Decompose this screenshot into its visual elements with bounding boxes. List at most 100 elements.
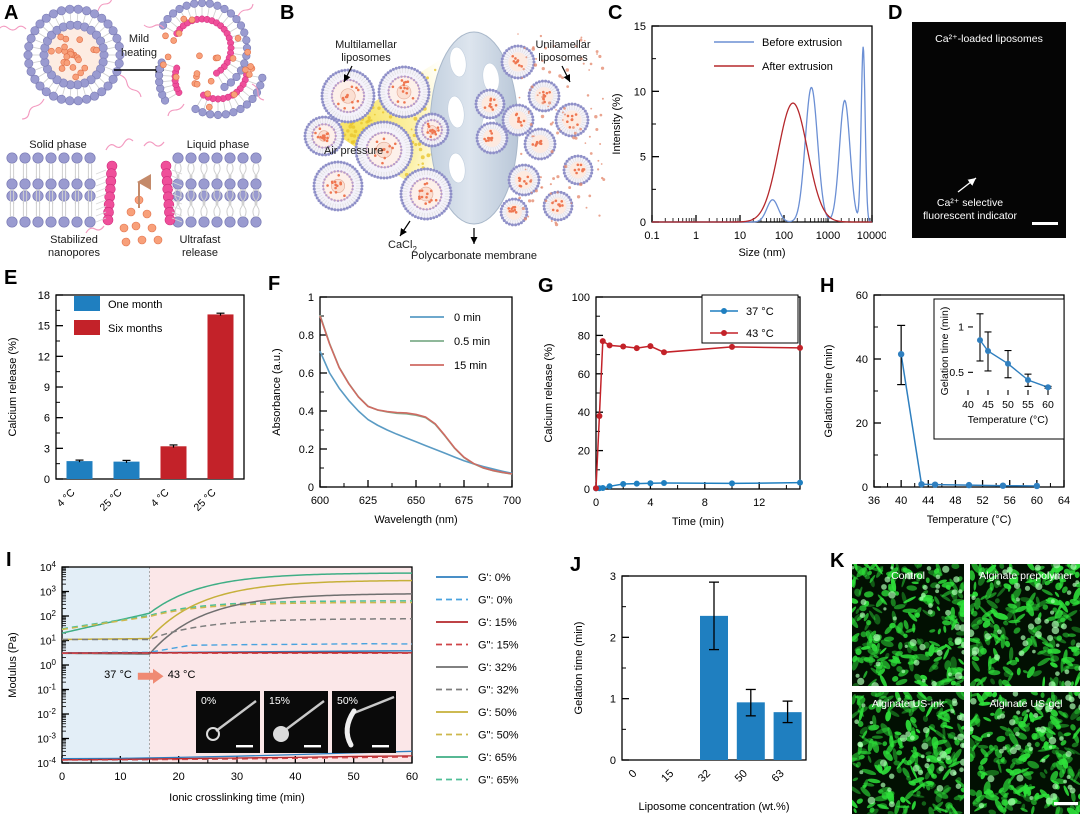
- panel-g: G 0 20 40 60 80 100 0 4 8 12 Time (min) Calcium rel…: [534, 265, 816, 545]
- svg-text:After extrusion: After extrusion: [762, 61, 833, 73]
- svg-text:700: 700: [503, 495, 521, 507]
- svg-text:100: 100: [572, 292, 590, 304]
- panel-d-label: D: [888, 2, 903, 24]
- svg-text:102: 102: [40, 609, 57, 623]
- svg-text:Before extrusion: Before extrusion: [762, 37, 842, 49]
- svg-text:15 min: 15 min: [454, 360, 487, 372]
- svg-text:3: 3: [610, 571, 616, 583]
- svg-text:40: 40: [578, 407, 590, 419]
- svg-text:43 °C: 43 °C: [168, 669, 196, 681]
- svg-text:100: 100: [40, 658, 57, 672]
- bar: [113, 461, 140, 479]
- svg-text:G': 65%: G': 65%: [478, 752, 517, 764]
- svg-text:G': 15%: G': 15%: [478, 617, 517, 629]
- panel-i-chart: 104 103 102 101 100 10-1 10-2 10-3 10-40 10 20 30 40…: [7, 560, 519, 804]
- svg-text:80: 80: [578, 330, 590, 342]
- svg-text:1: 1: [958, 321, 964, 333]
- svg-text:650: 650: [407, 495, 425, 507]
- panel-k-tile-label: Alginate prepolymer: [979, 570, 1073, 582]
- cacl2-arrow: [399, 220, 411, 237]
- svg-text:50%: 50%: [337, 695, 358, 707]
- svg-text:25 °C: 25 °C: [97, 486, 124, 513]
- svg-text:Gelation time (min): Gelation time (min): [573, 622, 585, 715]
- panel-k-tile-label: Control: [891, 570, 925, 582]
- panel-h: H 0 20 40 60 36 40 44 48 52 56 60 64 Temperature (°C…: [816, 265, 1080, 545]
- liposome-ruptured: [143, 0, 267, 120]
- svg-text:10000: 10000: [857, 230, 886, 242]
- panel-c: C 0 5 10 15 0.1 1 10 100 1000 10000 Size (nm) Inten…: [606, 0, 886, 262]
- svg-text:10-2: 10-2: [37, 707, 56, 721]
- panel-f: F 0 0.2 0.4 0.6 0.8 1 600 625 650 675 700 Wavelengt…: [262, 265, 534, 545]
- svg-text:8: 8: [702, 497, 708, 509]
- panel-a-label: A: [4, 2, 19, 24]
- svg-text:63: 63: [770, 768, 787, 785]
- panel-b-schematic: Multilamellar liposomes Unilamellar lipo…: [303, 31, 606, 262]
- svg-text:0.2: 0.2: [299, 444, 314, 456]
- svg-text:64: 64: [1058, 495, 1070, 507]
- panel-d-annotation-line2: fluorescent indicator: [923, 210, 1017, 222]
- svg-text:5: 5: [640, 152, 646, 164]
- svg-text:0: 0: [593, 497, 599, 509]
- svg-text:1: 1: [610, 694, 616, 706]
- svg-text:60: 60: [1031, 495, 1043, 507]
- svg-text:Intensity (%): Intensity (%): [611, 93, 623, 154]
- svg-text:0.5 min: 0.5 min: [454, 336, 490, 348]
- svg-text:48: 48: [949, 495, 961, 507]
- svg-text:18: 18: [38, 290, 50, 302]
- svg-text:1000: 1000: [816, 230, 840, 242]
- svg-text:15: 15: [634, 21, 646, 33]
- svg-text:60: 60: [406, 771, 418, 783]
- svg-text:20: 20: [578, 446, 590, 458]
- svg-text:60: 60: [856, 290, 868, 302]
- svg-text:3: 3: [44, 443, 50, 455]
- svg-text:Temperature (°C): Temperature (°C): [968, 414, 1049, 426]
- svg-text:0: 0: [59, 771, 65, 783]
- svg-text:10-1: 10-1: [37, 683, 56, 697]
- svg-text:G': 0%: G': 0%: [478, 572, 511, 584]
- panel-k-tile: Control: [852, 564, 964, 686]
- svg-text:56: 56: [1004, 495, 1016, 507]
- panel-a-schematic: Mild heating Solid phase Liquid phase St…: [0, 0, 267, 259]
- svg-text:10-4: 10-4: [37, 756, 56, 770]
- svg-text:G": 15%: G": 15%: [478, 640, 519, 652]
- panel-k-micrographs: Control Alginate prepolymer Alginate US-in…: [852, 564, 1080, 814]
- panel-k-tile: Alginate US-gel: [970, 692, 1080, 814]
- svg-text:4 °C: 4 °C: [149, 486, 172, 509]
- svg-text:20: 20: [173, 771, 185, 783]
- svg-text:Six months: Six months: [108, 323, 163, 335]
- panel-d-background: [912, 22, 1066, 238]
- svg-text:Temperature (°C): Temperature (°C): [927, 514, 1011, 526]
- panel-i-label: I: [6, 549, 12, 571]
- liquid-phase-label: Liquid phase: [187, 139, 249, 151]
- svg-text:100: 100: [775, 230, 793, 242]
- svg-text:Ionic crosslinking time (min): Ionic crosslinking time (min): [169, 792, 305, 804]
- panel-j: J 0 1 2 3 Gelation time (min) 0 15 32 50 63 Liposo…: [566, 552, 828, 821]
- svg-text:10: 10: [634, 86, 646, 98]
- svg-text:10-3: 10-3: [37, 732, 56, 746]
- svg-text:600: 600: [311, 495, 329, 507]
- polycarbonate-membrane-label: Polycarbonate membrane: [411, 250, 537, 262]
- svg-text:One month: One month: [108, 299, 162, 311]
- panel-a-arrow-label-line1: Mild: [129, 33, 149, 45]
- svg-text:4 °C: 4 °C: [55, 486, 78, 509]
- svg-text:1: 1: [693, 230, 699, 242]
- panel-c-chart: 0 5 10 15 0.1 1 10 100 1000 10000 Size (nm) Intensi…: [611, 21, 886, 259]
- svg-text:2: 2: [610, 632, 616, 644]
- panel-e-chart: 0 3 6 9 12 15 18 Calcium release (%) 4 °C 25 °C 4 …: [7, 290, 245, 514]
- panel-e: E 0 3 6 9 12 15 18 Calcium release (%) 4 °C 25 °C…: [0, 265, 262, 545]
- svg-text:0%: 0%: [201, 695, 216, 707]
- svg-text:0.4: 0.4: [299, 406, 314, 418]
- stabilized-nanopores-line2: nanopores: [48, 247, 100, 259]
- svg-text:Gelation time (min): Gelation time (min): [939, 307, 951, 396]
- panel-h-label: H: [820, 275, 835, 297]
- panel-b: B: [278, 0, 610, 262]
- svg-text:0: 0: [862, 482, 868, 494]
- svg-text:40: 40: [289, 771, 301, 783]
- panel-j-label: J: [570, 554, 582, 576]
- svg-text:60: 60: [578, 369, 590, 381]
- svg-text:Gelation time (min): Gelation time (min): [823, 345, 835, 438]
- svg-text:Calcium release (%): Calcium release (%): [7, 337, 19, 436]
- bar: [207, 314, 234, 479]
- svg-text:12: 12: [38, 351, 50, 363]
- svg-text:0: 0: [627, 768, 640, 781]
